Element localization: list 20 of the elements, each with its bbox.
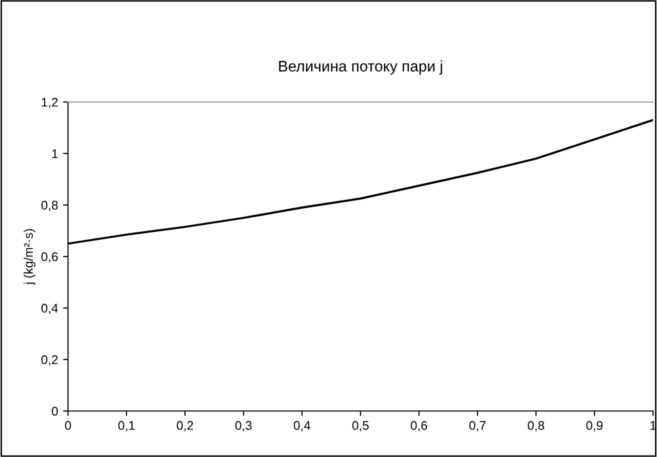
x-tick-label: 0,7	[469, 421, 486, 432]
y-tick-label: 0	[52, 406, 58, 416]
y-tick-label: 1,2	[42, 98, 58, 108]
y-tick-label: 1	[52, 149, 58, 158]
y-axis-title: j (kg/m²·s)	[24, 229, 36, 285]
x-tick-label: 0,1	[118, 421, 135, 432]
x-tick-label: 0,9	[586, 421, 603, 432]
x-tick-label: 0,6	[410, 421, 428, 432]
x-tick-label: 0,8	[528, 421, 544, 432]
x-tick-label: 0,5	[352, 421, 369, 432]
x-tick-label: 1	[650, 421, 656, 430]
x-tick-label: 0	[65, 421, 71, 430]
y-tick-label: 0,6	[41, 252, 58, 263]
chart-title: Величина потоку пари j	[279, 60, 442, 75]
x-tick-label: 0,4	[294, 421, 310, 432]
y-tick-label: 0,4	[41, 304, 58, 314]
y-tick-label: 0,2	[41, 355, 58, 366]
x-tick-label: 0,3	[235, 421, 252, 432]
y-tick-label: 0,8	[41, 200, 58, 212]
x-tick-label: 0,2	[176, 421, 194, 432]
